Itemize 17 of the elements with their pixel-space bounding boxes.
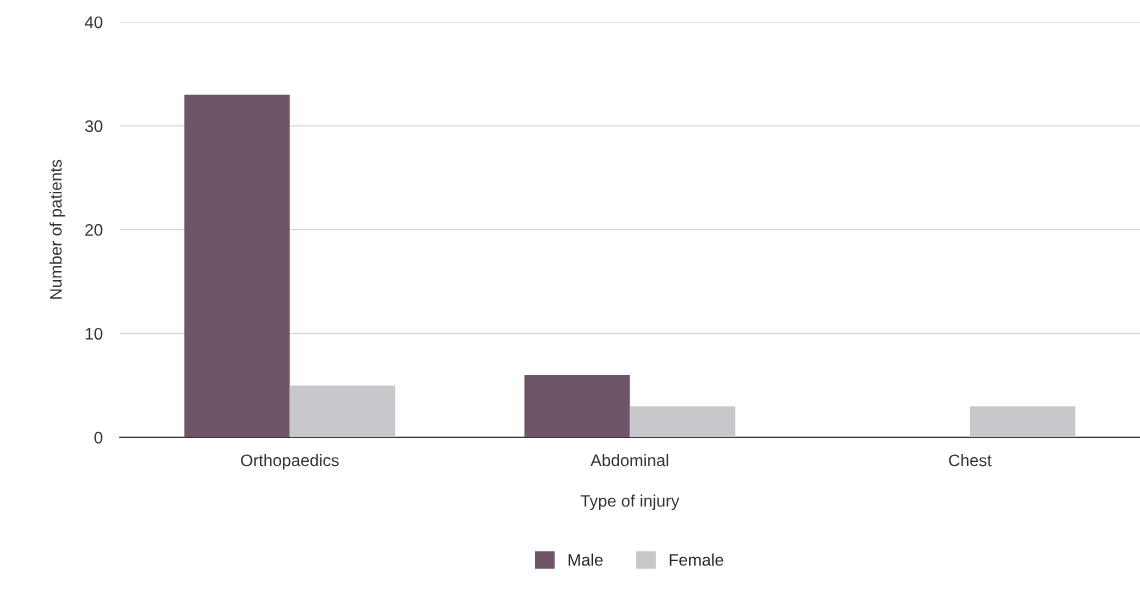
x-tick-label: Abdominal — [590, 453, 669, 467]
x-tick-label: Chest — [949, 453, 992, 467]
bar — [289, 385, 396, 438]
y-tick-label: 40 — [84, 16, 103, 29]
y-tick-label: 0 — [94, 431, 103, 444]
y-axis-title: Number of patients — [49, 159, 66, 299]
x-tick-label: Orthopaedics — [240, 453, 339, 470]
legend-label: Male — [568, 553, 603, 566]
y-tick-label: 30 — [85, 120, 103, 133]
y-tick-label: 10 — [85, 327, 103, 340]
bar — [184, 94, 290, 438]
x-axis-title: Type of injury — [580, 494, 680, 511]
bar — [629, 406, 736, 438]
bar — [969, 406, 1076, 438]
bar — [524, 375, 630, 438]
legend-label: Female — [669, 553, 724, 566]
y-tick-label: 20 — [85, 224, 103, 236]
